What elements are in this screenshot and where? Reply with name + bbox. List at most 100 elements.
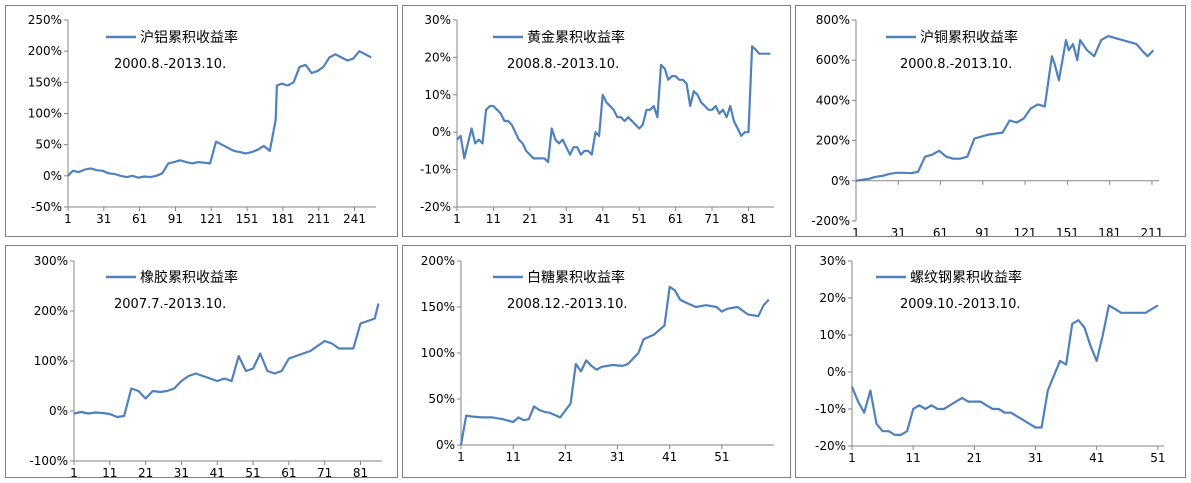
x-tick-label: 211 <box>307 212 330 226</box>
y-tick-label: 200% <box>34 304 68 318</box>
chart-panel-rebar: -20% -10% 0% 10% 20% 30% 1 11 21 31 41 51 螺纹钢累积收益率 20… <box>795 245 1186 478</box>
y-tick-label: 150% <box>28 75 62 89</box>
x-tick-label: 241 <box>343 212 366 226</box>
period-label: 2000.8.-2013.10. <box>114 57 226 72</box>
x-tick-label: 91 <box>975 226 990 237</box>
y-tick-label: 100% <box>34 354 68 368</box>
legend-label: 螺纹钢累积收益率 <box>910 269 1022 286</box>
x-tick-label: 11 <box>906 451 921 465</box>
y-tick-label: 0% <box>827 365 846 379</box>
x-tick-label: 1 <box>457 450 465 464</box>
series-line <box>850 304 1159 436</box>
y-tick-label: 100% <box>28 107 62 121</box>
chart-svg: -20%-10%0%10%20%30%1 11 21 31 41 51螺纹钢累积收益率20… <box>815 254 1166 465</box>
x-tick-label: 81 <box>741 212 756 226</box>
x-tick-label: 61 <box>668 212 683 226</box>
y-tick-label: 20% <box>819 291 846 305</box>
period-label: 2009.10.-2013.10. <box>900 297 1020 312</box>
legend-label: 橡胶累积收益率 <box>140 269 238 286</box>
period-label: 2000.8.-2013.10. <box>900 57 1012 72</box>
y-tick-label: 10% <box>819 328 846 342</box>
y-tick-label: -200% <box>811 214 850 228</box>
x-tick-label: 41 <box>662 450 677 464</box>
period-label: 2008.12.-2013.10. <box>507 297 627 312</box>
y-tick-label: 600% <box>816 53 850 67</box>
y-tick-label: 50% <box>428 392 455 406</box>
series-line <box>73 303 380 419</box>
series-line <box>456 45 771 164</box>
x-tick-label: 121 <box>200 212 223 226</box>
y-tick-label: 250% <box>28 13 62 27</box>
y-tick-label: 200% <box>28 44 62 58</box>
legend-label: 沪铝累积收益率 <box>140 29 238 46</box>
y-tick-label: -50% <box>31 200 62 214</box>
x-tick-label: 1 <box>64 212 72 226</box>
series-line <box>67 50 372 179</box>
chart-svg: -200% 0% 200% 400% 600% 800% 1 31 61 91 121 151 181 2… <box>811 13 1164 237</box>
chart-panel-gold: -20% -10% 0% 10% 20% 30% 1 11 21 31 41 51 61 71 81 黄金累积… <box>402 5 791 237</box>
chart-panel-al: -50% 0% 50% 100% 150% 200% 250% 1 31 61 91 121 151 18… <box>5 5 398 237</box>
legend-label: 白糖累积收益率 <box>527 269 625 286</box>
y-tick-label: 10% <box>424 88 451 102</box>
x-tick-label: 31 <box>174 466 189 478</box>
x-tick-label: 1 <box>70 466 78 478</box>
y-tick-label: 0% <box>436 438 455 452</box>
x-tick-label: 211 <box>1141 226 1164 237</box>
x-tick-label: 181 <box>1098 226 1121 237</box>
y-tick-label: -20% <box>815 439 846 453</box>
x-tick-label: 81 <box>353 466 368 478</box>
period-label: 2008.8.-2013.10. <box>507 57 619 72</box>
y-tick-label: 0% <box>831 174 850 188</box>
x-tick-label: 1 <box>848 451 856 465</box>
x-tick-label: 1 <box>852 226 860 237</box>
series-line <box>855 35 1155 182</box>
x-tick-label: 61 <box>132 212 147 226</box>
x-tick-label: 31 <box>1028 451 1043 465</box>
x-tick-label: 51 <box>632 212 647 226</box>
x-tick-label: 71 <box>317 466 332 478</box>
x-tick-label: 151 <box>236 212 259 226</box>
x-tick-label: 41 <box>1089 451 1104 465</box>
x-tick-label: 31 <box>96 212 111 226</box>
y-tick-label: -100% <box>29 454 68 468</box>
y-tick-label: -10% <box>420 163 451 177</box>
x-tick-label: 21 <box>558 450 573 464</box>
y-tick-label: 50% <box>35 138 62 152</box>
x-tick-label: 11 <box>486 212 501 226</box>
x-tick-label: 31 <box>559 212 574 226</box>
x-tick-label: 41 <box>210 466 225 478</box>
x-tick-label: 71 <box>704 212 719 226</box>
x-tick-label: 61 <box>933 226 948 237</box>
y-tick-label: 20% <box>424 50 451 64</box>
x-tick-label: 41 <box>595 212 610 226</box>
y-tick-label: 0% <box>49 404 68 418</box>
chart-svg: -20%-10%0%10%20%30%1 11 21 31 41 51 61 71 81黄金累积… <box>420 13 774 226</box>
period-label: 2007.7.-2013.10. <box>114 297 226 312</box>
x-tick-label: 21 <box>967 451 982 465</box>
chart-panel-cu: -200% 0% 200% 400% 600% 800% 1 31 61 91 121 151 181 2… <box>795 5 1186 237</box>
y-tick-label: -10% <box>815 402 846 416</box>
y-tick-label: 30% <box>819 254 846 268</box>
chart-svg: -100%0%100%200%300%1 11 21 31 41 51 61 71 81橡胶累积… <box>29 254 382 478</box>
y-tick-label: 30% <box>424 13 451 27</box>
y-tick-label: 100% <box>421 346 455 360</box>
x-tick-label: 31 <box>610 450 625 464</box>
chart-svg: -50% 0% 50% 100% 150% 200% 250% 1 31 61 91 121 151 18… <box>28 13 376 226</box>
x-tick-label: 91 <box>168 212 183 226</box>
chart-panel-sugar: 0% 50% 100% 150% 200% 1 11 21 31 41 51 白糖累积收益率 2008.… <box>402 245 791 478</box>
x-tick-label: 151 <box>1056 226 1079 237</box>
chart-svg: 0%50%100%150%200%1 11 21 31 41 51白糖累积收益率2008.… <box>421 254 774 464</box>
x-tick-label: 11 <box>506 450 521 464</box>
y-tick-label: 200% <box>421 254 455 268</box>
x-tick-label: 31 <box>891 226 906 237</box>
y-tick-label: 400% <box>816 93 850 107</box>
y-tick-label: 200% <box>816 134 850 148</box>
y-tick-label: 300% <box>34 254 68 268</box>
y-tick-label: 0% <box>43 169 62 183</box>
legend-label: 黄金累积收益率 <box>527 29 625 46</box>
chart-panel-rubber: -100% 0% 100% 200% 300% 1 11 21 31 41 51 61 71 81 橡胶累积… <box>5 245 398 478</box>
x-tick-label: 181 <box>271 212 294 226</box>
x-tick-label: 61 <box>281 466 296 478</box>
x-tick-label: 21 <box>138 466 153 478</box>
y-tick-label: 0% <box>432 125 451 139</box>
